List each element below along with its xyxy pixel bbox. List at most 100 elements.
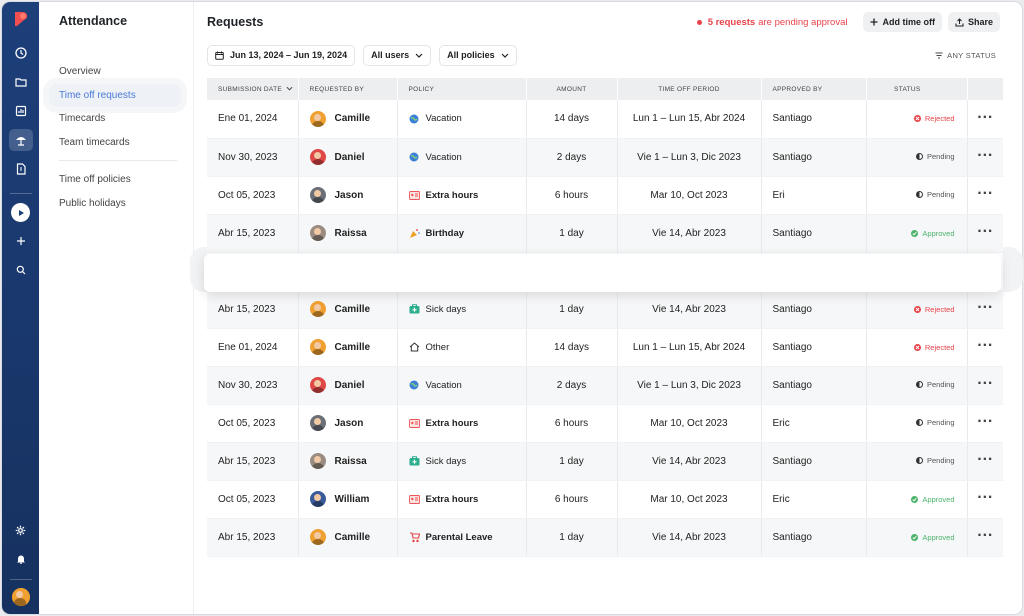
amount-cell: 1 day [526, 214, 618, 253]
column-header-policy[interactable]: POLICY [397, 78, 527, 100]
table-row[interactable]: Abr 15, 2023 Raissa Birthday 1 day Vie 14, A… [207, 214, 1003, 253]
amount-cell: 14 days [526, 328, 618, 367]
current-user-avatar[interactable] [11, 588, 30, 606]
submission-date-cell: Abr 15, 2023 [207, 214, 299, 253]
status-badge: Pending [915, 380, 955, 389]
sidebar-item-time-off-policies[interactable]: Time off policies [59, 174, 131, 185]
share-label: Share [967, 17, 993, 27]
requested-by-cell[interactable]: Jason [298, 404, 398, 443]
table-row[interactable]: Oct 05, 2023 William Extra hours 6 hours Mar… [207, 252, 1003, 291]
requested-by-cell[interactable]: Raissa [298, 442, 398, 481]
document-dollar-icon[interactable] [9, 158, 33, 180]
sidebar-item-team-timecards[interactable]: Team timecards [59, 136, 130, 148]
bell-icon[interactable] [9, 548, 33, 570]
add-time-off-button[interactable]: Add time off [863, 12, 942, 32]
requested-by-cell[interactable]: William [298, 252, 397, 291]
search-icon[interactable] [9, 259, 33, 281]
row-actions-button[interactable]: ··· [967, 480, 1003, 519]
requested-by-cell[interactable]: William [298, 480, 398, 519]
submission-date-cell: Abr 15, 2023 [207, 442, 299, 481]
row-actions-button[interactable]: ··· [967, 442, 1003, 481]
status-badge: Approved [887, 265, 955, 277]
table-row[interactable]: Ene 01, 2024 Camille Vacation 14 days Lun 1 … [207, 100, 1003, 139]
requested-by-cell[interactable]: Camille [298, 290, 398, 329]
user-name: Camille [334, 303, 371, 315]
row-actions-button[interactable]: ··· [967, 176, 1003, 215]
column-header-submission-date[interactable]: SUBMISSION DATE [207, 78, 299, 100]
user-name: Jason [334, 417, 364, 429]
users-filter[interactable]: All users [363, 44, 432, 66]
requested-by-cell[interactable]: Jason [298, 176, 398, 215]
gear-icon[interactable] [9, 519, 33, 541]
logo-icon[interactable] [12, 10, 30, 28]
column-header-approved-by[interactable]: APPROVED BY [761, 78, 867, 100]
time-off-period-cell: Lun 1 – Lun 15, Abr 2024 [617, 100, 762, 139]
table-row[interactable]: Abr 15, 2023 Camille Parental Leave 1 day Vi… [207, 518, 1003, 557]
sidebar-item-public-holidays[interactable]: Public holidays [59, 197, 126, 209]
table-row[interactable]: Nov 30, 2023 Daniel Vacation 2 days Vie 1 – … [207, 366, 1003, 405]
more-dots-icon: ··· [977, 451, 994, 468]
requested-by-cell[interactable]: Camille [298, 100, 398, 139]
beach-umbrella-icon[interactable] [8, 129, 33, 151]
row-actions-button[interactable]: ··· [967, 404, 1003, 443]
folder-icon[interactable] [9, 71, 33, 93]
requested-by-cell[interactable]: Daniel [298, 138, 398, 177]
plus-icon[interactable] [9, 230, 33, 252]
play-icon[interactable] [11, 203, 30, 222]
sidebar-item-time-off-requests[interactable]: Time off requests [49, 83, 181, 107]
row-actions-button[interactable]: ··· [967, 518, 1003, 557]
requested-by-cell[interactable]: Camille [298, 518, 398, 557]
row-actions-button[interactable]: ··· [967, 252, 1003, 291]
status-approved-icon [911, 495, 919, 503]
policy-label: Birthday [425, 227, 465, 239]
amount-cell: 1 day [526, 442, 618, 481]
table-row[interactable]: Nov 30, 2023 Daniel Vacation 2 days Vie 1 – … [207, 138, 1003, 177]
amount-cell: 6 hours [526, 176, 618, 215]
row-actions-button[interactable]: ··· [967, 328, 1003, 367]
row-actions-button[interactable]: ··· [967, 290, 1003, 329]
policies-filter[interactable]: All policies [439, 44, 517, 66]
user-avatar [309, 377, 326, 393]
clock-icon[interactable] [9, 42, 33, 64]
user-avatar [309, 453, 326, 469]
row-actions-button[interactable]: ··· [967, 138, 1003, 177]
status-filter[interactable]: ANY STATUS [935, 51, 996, 60]
share-button[interactable]: Share [947, 12, 1000, 32]
pending-notice[interactable]: 5 requests are pending approval [696, 17, 847, 28]
requested-by-cell[interactable]: Raissa [298, 214, 398, 253]
table-row[interactable]: Oct 05, 2023 Jason Extra hours 6 hours Mar 1… [207, 176, 1003, 215]
row-actions-button[interactable]: ··· [967, 366, 1003, 405]
column-header-requested-by[interactable]: REQUESTED BY [298, 78, 398, 100]
alert-dot-icon [696, 19, 702, 25]
date-range-filter[interactable]: Jun 13, 2024 – Jun 19, 2024 [207, 44, 356, 66]
table-row[interactable]: Abr 15, 2023 Raissa Sick days 1 day Vie 14, … [207, 442, 1003, 481]
chevron-down-icon [415, 53, 423, 58]
table-row[interactable]: Oct 05, 2023 William Extra hours 6 hours Mar… [207, 480, 1003, 519]
status-label: Rejected [924, 114, 955, 124]
row-actions-button[interactable]: ··· [967, 100, 1003, 139]
row-actions-button[interactable]: ··· [967, 214, 1003, 253]
approved-by-cell: Eric [761, 480, 867, 519]
table-row[interactable]: Abr 15, 2023 Camille Sick days 1 day Vie 14,… [207, 290, 1003, 329]
requested-by-cell[interactable]: Camille [298, 328, 398, 367]
table-row[interactable]: Oct 05, 2023 Jason Extra hours 6 hours Mar 1… [207, 404, 1003, 443]
requested-by-cell[interactable]: Daniel [298, 366, 398, 405]
sidebar-divider [59, 160, 177, 161]
sidebar-item-timecards[interactable]: Timecards [59, 113, 106, 124]
policies-filter-label: All policies [447, 50, 495, 60]
policy-label: Vacation [425, 113, 462, 125]
column-header-status[interactable]: STATUS [866, 78, 968, 100]
status-cell: Rejected [866, 290, 968, 329]
policy-cell: Vacation [397, 138, 527, 177]
sidebar-item-overview[interactable]: Overview [59, 66, 101, 77]
status-label: Approved [922, 532, 955, 542]
column-header-amount[interactable]: AMOUNT [526, 78, 618, 100]
chart-icon[interactable] [9, 100, 33, 122]
approved-by-cell: Santiago [761, 328, 867, 367]
table-row[interactable]: Ene 01, 2024 Camille Other 14 days Lun 1 – L… [207, 328, 1003, 367]
column-header-time-off-period[interactable]: TIME OFF PERIOD [617, 78, 762, 100]
globe-icon [409, 380, 420, 391]
status-badge: Approved [911, 532, 955, 542]
status-cell: Rejected [866, 100, 968, 139]
